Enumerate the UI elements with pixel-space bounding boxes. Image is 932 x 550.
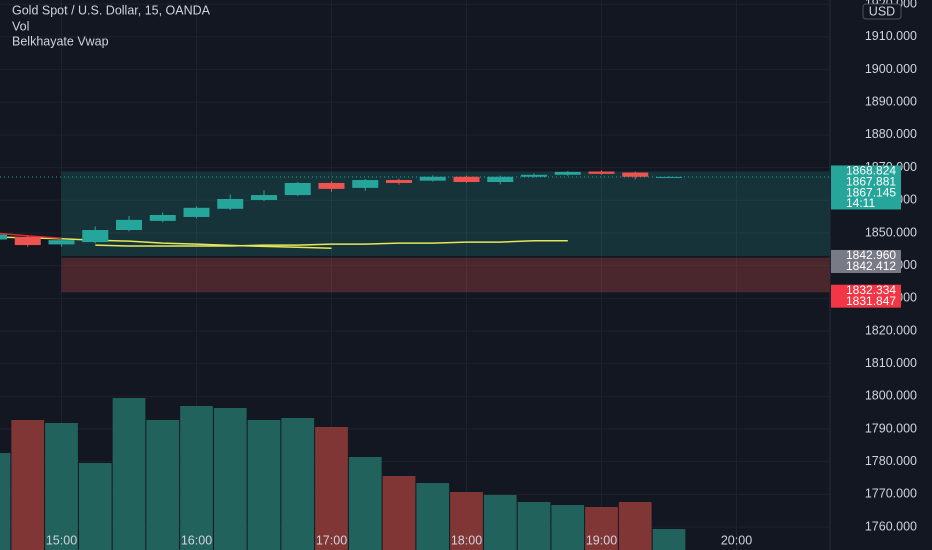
- candle-body: [622, 172, 649, 177]
- volume-bar: [652, 529, 686, 550]
- price-label: 1868.824: [846, 164, 896, 178]
- y-tick-label: 1770.000: [865, 487, 917, 501]
- volume-bar: [416, 483, 450, 550]
- volume-bar: [45, 423, 78, 550]
- candle-body: [386, 180, 412, 183]
- candle-body: [14, 236, 41, 246]
- volume-bar: [315, 427, 348, 550]
- volume-bar: [348, 457, 382, 550]
- candle-body: [487, 176, 514, 182]
- volume-bar: [382, 476, 416, 550]
- volume-bar: [450, 492, 483, 550]
- candle-body: [521, 174, 547, 177]
- price-label: 1831.847: [846, 294, 896, 308]
- price-label: 1832.334: [846, 283, 896, 297]
- price-label: 1867.145: [846, 186, 896, 200]
- y-tick-label: 1790.000: [865, 421, 917, 435]
- currency-button[interactable]: [862, 3, 902, 20]
- candle-body: [656, 176, 682, 178]
- price-label: 1842.412: [846, 259, 896, 273]
- price-label-bg: [831, 260, 901, 273]
- x-tick-label: 16:00: [181, 533, 212, 547]
- currency-label[interactable]: USD: [869, 4, 895, 18]
- candle-body: [554, 171, 581, 175]
- candle-body: [149, 214, 176, 221]
- y-tick-label: 1760.000: [865, 519, 917, 533]
- candle-body: [588, 171, 615, 174]
- candle-body: [284, 182, 311, 196]
- countdown-bg: [831, 198, 901, 210]
- y-tick-label: 1820.000: [865, 323, 917, 337]
- x-tick-label: 20:00: [721, 533, 752, 547]
- price-label: 1842.960: [846, 248, 896, 262]
- candle-body: [217, 198, 244, 209]
- candle-body: [352, 180, 379, 188]
- candle-body: [82, 230, 109, 243]
- x-tick-label: 18:00: [451, 533, 482, 547]
- zone: [61, 257, 830, 293]
- y-tick-label: 1890.000: [865, 95, 917, 109]
- indicator-label: Belkhayate Vwap: [12, 34, 109, 48]
- volume-bar: [551, 505, 585, 550]
- candle-body: [116, 219, 142, 231]
- volume-bar: [585, 507, 618, 550]
- price-label-bg: [831, 249, 901, 262]
- countdown: 14:11: [846, 196, 875, 210]
- indicator-label: Vol: [12, 19, 29, 33]
- volume-bar: [11, 420, 45, 550]
- price-label-bg: [831, 295, 901, 308]
- candle-body: [453, 176, 480, 182]
- candle-body: [251, 195, 277, 200]
- volume-bar: [247, 420, 281, 550]
- x-tick-label: 17:00: [316, 533, 347, 547]
- y-tick-label: 1910.000: [865, 29, 917, 43]
- candle-body: [419, 176, 446, 181]
- volume-bar: [213, 408, 247, 550]
- volume-bar: [112, 398, 146, 550]
- candle-body: [48, 240, 75, 245]
- indicator-line: [0, 236, 332, 250]
- candle-body: [0, 234, 7, 240]
- candle-body: [183, 207, 210, 217]
- indicator-line: [95, 240, 568, 247]
- x-tick-label: 15:00: [46, 533, 77, 547]
- candle-body: [318, 182, 345, 189]
- price-label-bg: [831, 284, 901, 297]
- price-label-bg: [831, 187, 901, 200]
- y-tick-label: 1810.000: [865, 356, 917, 370]
- y-tick-label: 1880.000: [865, 127, 917, 141]
- volume-bar: [281, 418, 315, 550]
- x-tick-label: 19:00: [586, 533, 617, 547]
- y-tick-label: 1780.000: [865, 454, 917, 468]
- price-label-bg: [831, 165, 901, 178]
- volume-bar: [0, 453, 11, 550]
- volume-bar: [618, 502, 652, 550]
- y-tick-label: 1800.000: [865, 389, 917, 403]
- y-tick-label: 1850.000: [865, 225, 917, 239]
- y-tick-label: 1900.000: [865, 62, 917, 76]
- volume-bar: [146, 420, 180, 550]
- volume-bar: [517, 502, 551, 550]
- volume-bar: [78, 463, 112, 550]
- price-label: 1867.881: [846, 175, 896, 189]
- volume-bar: [180, 406, 213, 550]
- volume-bar: [483, 495, 517, 550]
- chart-title: Gold Spot / U.S. Dollar, 15, OANDA: [12, 3, 211, 17]
- price-label-bg: [831, 176, 901, 189]
- price-axis: [830, 0, 932, 550]
